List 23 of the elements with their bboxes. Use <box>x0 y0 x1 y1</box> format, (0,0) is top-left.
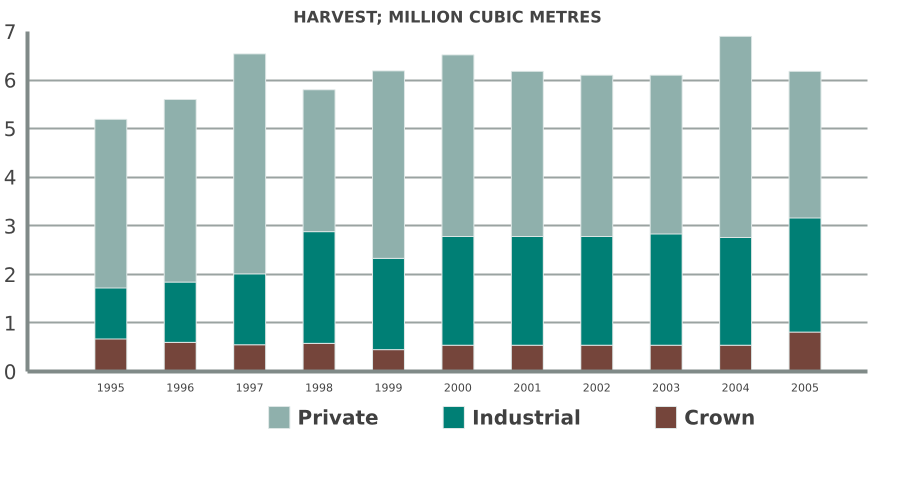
x-tick-label: 2004 <box>722 382 750 394</box>
y-tick-label: 3 <box>4 214 17 238</box>
y-tick-label: 6 <box>4 68 17 93</box>
x-tick-label: 1997 <box>236 382 264 394</box>
x-tick-label: 1999 <box>374 382 402 394</box>
y-tick-label: 7 <box>4 20 17 44</box>
x-tick-label: 2003 <box>652 382 680 394</box>
x-tick-label: 2002 <box>582 382 611 394</box>
y-tick-label: 1 <box>4 311 17 336</box>
y-tick-label: 2 <box>4 262 17 287</box>
y-tick-label: 5 <box>4 117 17 142</box>
y-tick-label: 4 <box>4 166 17 190</box>
y-tick-label: 0 <box>4 360 17 384</box>
x-tick-label: 2005 <box>791 382 820 394</box>
x-tick-label: 1998 <box>305 382 334 394</box>
x-tick-label: 1996 <box>166 382 194 394</box>
x-tick-label: 2001 <box>513 382 542 394</box>
chart-title: HARVEST; MILLION CUBIC METRES <box>293 8 602 26</box>
legend-label: Crown <box>684 406 756 430</box>
legend-label: Industrial <box>472 406 581 430</box>
x-tick-label: 1995 <box>96 382 125 394</box>
legend-label: Private <box>298 406 379 430</box>
x-tick-label: 2000 <box>444 382 472 394</box>
